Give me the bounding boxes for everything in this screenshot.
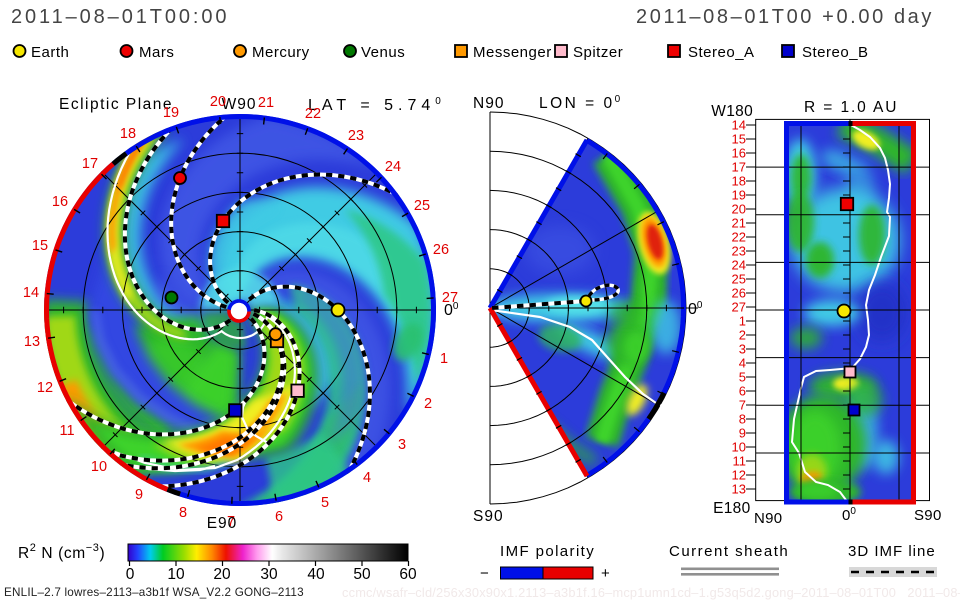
svg-text:−: − [480,565,489,582]
svg-text:13: 13 [24,334,40,350]
svg-text:20: 20 [732,202,746,217]
svg-text:ccmc/wsafr–cld/256x30x90x1.211: ccmc/wsafr–cld/256x30x90x1.2113–a3b1f.16… [342,585,960,600]
svg-text:2011–08–01T00 +0.00 day: 2011–08–01T00 +0.00 day [636,6,934,28]
svg-text:R = 1.0 AU: R = 1.0 AU [804,99,898,116]
svg-text:8: 8 [179,505,187,521]
svg-text:20: 20 [210,94,226,110]
svg-text:Mercury: Mercury [252,44,310,61]
svg-text:3: 3 [398,437,406,453]
svg-text:22: 22 [732,230,746,245]
svg-text:IMF polarity: IMF polarity [500,543,595,560]
svg-text:25: 25 [414,198,430,214]
svg-text:15: 15 [32,238,48,254]
svg-text:N90: N90 [754,510,782,527]
svg-text:E90: E90 [207,515,238,532]
svg-text:LAT = 5.740: LAT = 5.740 [308,96,446,114]
svg-text:3: 3 [739,342,746,357]
svg-text:18: 18 [732,174,746,189]
svg-text:23: 23 [732,244,746,259]
svg-text:10: 10 [732,440,746,455]
svg-text:50: 50 [353,566,371,583]
svg-text:18: 18 [120,126,136,142]
svg-text:W180: W180 [711,103,753,120]
svg-text:22: 22 [305,106,321,122]
svg-text:40: 40 [307,566,325,583]
svg-text:Mars: Mars [139,44,174,61]
svg-text:1: 1 [739,314,746,329]
svg-text:16: 16 [52,194,68,210]
svg-text:27: 27 [732,300,746,315]
svg-text:23: 23 [348,128,364,144]
svg-text:0: 0 [126,566,135,583]
svg-text:E180: E180 [713,500,750,517]
svg-text:S90: S90 [473,508,504,525]
svg-text:14: 14 [732,118,746,133]
svg-text:11: 11 [733,454,747,469]
svg-text:Spitzer: Spitzer [573,44,623,61]
svg-text:20: 20 [213,566,231,583]
svg-text:17: 17 [732,160,746,175]
svg-text:14: 14 [23,285,39,301]
svg-text:00: 00 [688,300,703,318]
svg-text:8: 8 [739,412,746,427]
svg-text:2: 2 [424,396,432,412]
svg-text:17: 17 [82,156,98,172]
svg-text:1: 1 [440,351,448,367]
svg-text:13: 13 [732,482,746,497]
svg-text:ENLIL–2.7 lowres–2113–a3b1f WS: ENLIL–2.7 lowres–2113–a3b1f WSA_V2.2 GON… [4,586,304,599]
svg-text:6: 6 [275,509,283,525]
svg-text:12: 12 [37,380,53,396]
svg-text:10: 10 [167,566,185,583]
svg-text:11: 11 [59,423,74,439]
svg-text:Ecliptic Plane: Ecliptic Plane [59,96,173,113]
svg-text:30: 30 [260,566,278,583]
svg-text:4: 4 [363,470,371,486]
svg-text:15: 15 [732,132,746,147]
svg-text:N90: N90 [473,95,504,112]
svg-text:LON = 00: LON = 00 [539,94,623,112]
svg-text:Stereo_B: Stereo_B [802,44,869,61]
svg-text:21: 21 [732,216,746,231]
svg-text:Venus: Venus [361,44,405,61]
svg-text:16: 16 [732,146,746,161]
svg-text:6: 6 [739,384,746,399]
svg-text:5: 5 [321,495,329,511]
svg-text:9: 9 [739,426,746,441]
svg-text:S90: S90 [914,507,942,524]
svg-text:26: 26 [732,286,746,301]
svg-text:+: + [601,565,610,582]
svg-text:12: 12 [732,468,746,483]
svg-text:10: 10 [91,459,107,475]
svg-text:Earth: Earth [31,44,69,61]
svg-text:9: 9 [135,487,143,503]
svg-text:00: 00 [842,506,856,524]
svg-text:Messenger: Messenger [473,44,552,61]
svg-text:7: 7 [739,398,746,413]
svg-text:3D IMF line: 3D IMF line [848,543,936,560]
svg-text:60: 60 [399,566,417,583]
svg-text:5: 5 [739,370,746,385]
svg-text:W90: W90 [222,96,257,113]
svg-text:24: 24 [732,258,746,273]
svg-text:4: 4 [739,356,746,371]
svg-text:24: 24 [385,159,401,175]
svg-text:R2 N (cm−3): R2 N (cm−3) [18,542,105,562]
svg-text:26: 26 [433,242,449,258]
svg-text:2: 2 [739,328,746,343]
svg-text:Stereo_A: Stereo_A [688,44,755,61]
svg-text:21: 21 [258,95,274,111]
svg-text:19: 19 [163,105,179,121]
svg-text:19: 19 [732,188,746,203]
svg-text:Current sheath: Current sheath [669,543,789,560]
svg-text:25: 25 [732,272,746,287]
svg-text:7: 7 [227,514,235,530]
svg-text:27: 27 [442,290,458,306]
svg-text:2011–08–01T00:00: 2011–08–01T00:00 [11,6,229,28]
